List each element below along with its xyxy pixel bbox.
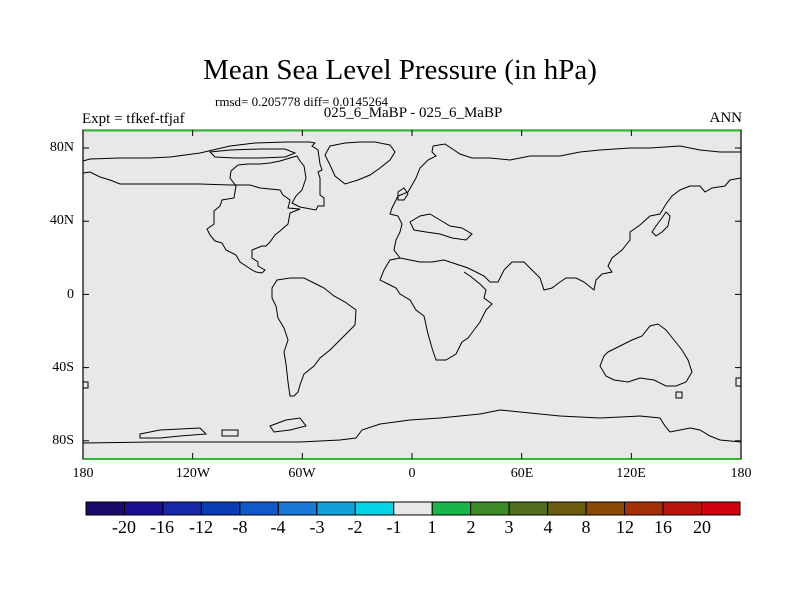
colorbar-box [239, 501, 279, 516]
colorbar-box [508, 501, 549, 516]
colorbar-label: 1 [427, 517, 437, 537]
season-label: ANN [709, 110, 743, 126]
colorbar-box [162, 501, 202, 516]
lon-tick-label: 180 [730, 466, 752, 481]
coastlines [82, 141, 742, 444]
colorbar-box [393, 501, 433, 516]
colorbar-label: 3 [504, 517, 514, 537]
experiment-period: 025_6_MaBP - 025_6_MaBP [323, 105, 503, 121]
lon-tick-label: 120E [616, 466, 646, 481]
lon-tick-label: 60E [510, 466, 534, 481]
map-title: Mean Sea Level Pressure (in hPa) [203, 54, 597, 86]
colorbar-box [200, 501, 241, 516]
colorbar-box [123, 501, 164, 516]
colorbar [85, 501, 741, 516]
colorbar-box [624, 501, 664, 516]
colorbar-box [431, 501, 472, 516]
coastline-north-america [82, 141, 325, 274]
stats-text: rmsd= 0.205778 diff= 0.0145264 [215, 94, 388, 109]
colorbar-box [585, 501, 626, 516]
colorbar-label: 16 [654, 517, 672, 537]
colorbar-label: 2 [466, 517, 476, 537]
coastline-greenland [324, 141, 396, 185]
colorbar-label: -4 [270, 517, 286, 537]
colorbar-label: -2 [347, 517, 363, 537]
colorbar-label: 4 [543, 517, 553, 537]
colorbar-label: -1 [386, 517, 402, 537]
coastline-antarctica [82, 409, 742, 444]
lon-tick-label: 60W [288, 466, 316, 481]
lon-tick-label: 180 [72, 466, 94, 481]
colorbar-label: -20 [112, 517, 136, 537]
lon-tick-label: 120W [175, 466, 211, 481]
lat-tick-label: 80S [52, 433, 74, 448]
lat-tick-label: 80N [49, 140, 74, 155]
colorbar-label: -12 [189, 517, 213, 537]
colorbar-label: 20 [693, 517, 711, 537]
lon-tick-label: 0 [408, 466, 416, 481]
experiment-label: Expt = tfkef-tfjaf [82, 111, 185, 127]
coastline-south-america [271, 277, 357, 397]
colorbar-box [547, 501, 587, 516]
colorbar-label: 8 [581, 517, 591, 537]
lon-tick-marks [82, 130, 742, 459]
coastline-british-isles [397, 187, 409, 201]
colorbar-box [277, 501, 318, 516]
lat-tick-marks [83, 147, 741, 442]
colorbar-box [85, 501, 125, 516]
coastline-black-sea [409, 213, 473, 241]
colorbar-box [316, 501, 356, 516]
colorbar-label: -3 [309, 517, 325, 537]
map-background [83, 130, 741, 459]
colorbar-box [662, 501, 703, 516]
colorbar-box [701, 501, 741, 516]
lat-tick-label: 0 [67, 287, 74, 302]
colorbar-box [470, 501, 510, 516]
colorbar-box [354, 501, 395, 516]
lat-tick-label: 40S [52, 360, 74, 375]
coastline-europe [389, 145, 437, 259]
coastline-antarctic-islands [139, 417, 307, 439]
lat-tick-label: 40N [49, 213, 74, 228]
colorbar-label: -16 [150, 517, 174, 537]
coastline-australia [599, 323, 693, 387]
coastline-japan [651, 211, 671, 237]
coastline-arctic-islands [208, 148, 297, 159]
coastline-eurasia [379, 143, 742, 361]
colorbar-label: 12 [616, 517, 634, 537]
colorbar-label: -8 [232, 517, 248, 537]
